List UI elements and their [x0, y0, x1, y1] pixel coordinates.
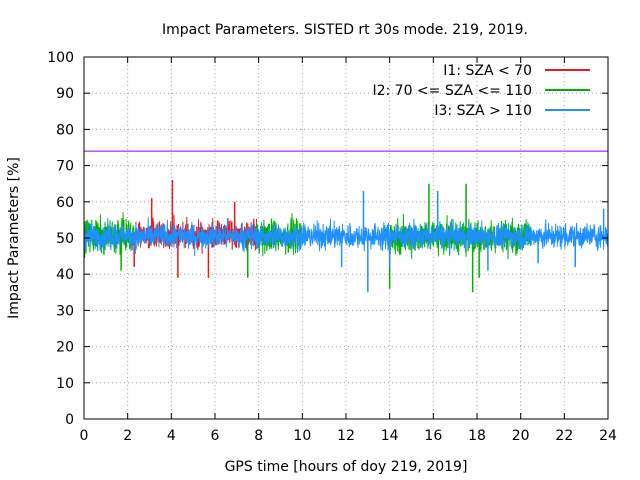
y-tick-label: 80 — [56, 122, 74, 138]
x-tick-label: 16 — [424, 428, 442, 444]
y-tick-label: 100 — [47, 50, 74, 66]
legend-label: I1: SZA < 70 — [443, 63, 532, 79]
y-tick-label: 0 — [65, 412, 74, 428]
legend: I1: SZA < 70 I2: 70 <= SZA <= 110 I3: SZA … — [372, 63, 590, 119]
chart-title: Impact Parameters. SISTED rt 30s mode. 2… — [162, 22, 528, 38]
x-tick-label: 24 — [599, 428, 617, 444]
series-3 — [83, 190, 609, 293]
x-tick-label: 18 — [468, 428, 486, 444]
legend-label: I3: SZA > 110 — [434, 103, 532, 119]
x-axis-label: GPS time [hours of doy 219, 2019] — [225, 459, 468, 475]
x-tick-label: 12 — [337, 428, 355, 444]
y-axis-label: Impact Parameters [%] — [6, 157, 22, 319]
y-tick-label: 70 — [56, 159, 74, 175]
x-tick-label: 4 — [167, 428, 176, 444]
y-tick-label: 30 — [56, 303, 74, 319]
y-tick-label: 60 — [56, 195, 74, 211]
legend-label: I2: 70 <= SZA <= 110 — [372, 83, 532, 99]
axes: 0 2 4 6 8 10 12 14 16 18 20 22 240102030405060708090… — [47, 50, 617, 444]
y-tick-label: 20 — [56, 340, 74, 356]
series-layer — [83, 180, 609, 293]
x-tick-label: 20 — [512, 428, 530, 444]
x-tick-label: 6 — [211, 428, 220, 444]
x-tick-label: 8 — [254, 428, 263, 444]
y-tick-label: 40 — [56, 267, 74, 283]
x-tick-label: 2 — [123, 428, 132, 444]
y-tick-label: 10 — [56, 376, 74, 392]
x-tick-label: 22 — [555, 428, 573, 444]
y-tick-label: 50 — [56, 231, 74, 247]
x-tick-label: 10 — [293, 428, 311, 444]
x-tick-label: 0 — [80, 428, 89, 444]
series-3-line — [83, 217, 609, 256]
y-tick-label: 90 — [56, 86, 74, 102]
x-tick-label: 14 — [381, 428, 399, 444]
